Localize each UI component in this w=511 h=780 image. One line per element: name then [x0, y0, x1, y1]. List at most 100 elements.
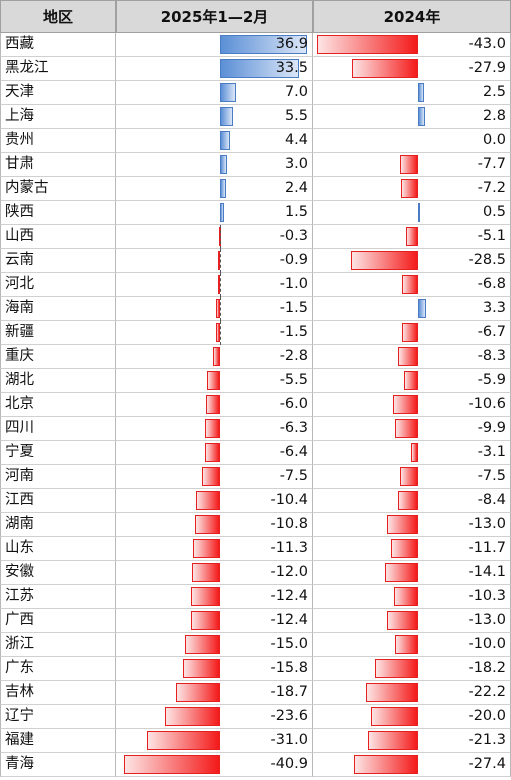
negative-bar	[394, 419, 418, 438]
value-cell-2024: -3.1	[313, 441, 511, 465]
value-label: -10.3	[468, 588, 506, 604]
value-label: -8.4	[477, 492, 506, 508]
negative-bar	[365, 683, 418, 702]
value-cell-2024: -10.6	[313, 393, 511, 417]
value-cell-2025: -23.6	[116, 705, 313, 729]
negative-bar	[353, 755, 418, 774]
region-label: 吉林	[0, 681, 116, 705]
table-row: 西藏 36.9 -43.0	[0, 33, 511, 57]
value-label: -12.4	[270, 588, 308, 604]
table-row: 宁夏 -6.4 -3.1	[0, 441, 511, 465]
value-label: 0.0	[482, 132, 506, 148]
value-label: 0.5	[482, 204, 506, 220]
negative-bar	[390, 539, 418, 558]
region-label: 广东	[0, 657, 116, 681]
value-label: -18.7	[270, 684, 308, 700]
table-row: 甘肃 3.0 -7.7	[0, 153, 511, 177]
value-label: -2.8	[279, 348, 308, 364]
negative-bar	[216, 299, 220, 318]
value-cell-2025: -15.8	[116, 657, 313, 681]
value-cell-2025: -18.7	[116, 681, 313, 705]
table-row: 四川 -6.3 -9.9	[0, 417, 511, 441]
negative-bar	[399, 155, 418, 174]
zero-axis	[220, 225, 221, 249]
value-label: -8.3	[477, 348, 506, 364]
negative-bar	[404, 371, 418, 390]
negative-bar	[184, 635, 220, 654]
value-cell-2024: 2.5	[313, 81, 511, 105]
value-cell-2025: -10.8	[116, 513, 313, 537]
value-label: -3.1	[477, 444, 506, 460]
table-row: 黑龙江 33.5 -27.9	[0, 57, 511, 81]
region-label: 浙江	[0, 633, 116, 657]
negative-bar	[387, 515, 418, 534]
value-cell-2024: 0.5	[313, 201, 511, 225]
region-label: 宁夏	[0, 441, 116, 465]
zero-axis	[220, 321, 221, 345]
value-label: -15.0	[270, 636, 308, 652]
value-label: -9.9	[477, 420, 506, 436]
negative-bar	[371, 707, 418, 726]
negative-bar	[204, 443, 220, 462]
value-cell-2024: -9.9	[313, 417, 511, 441]
region-label: 甘肃	[0, 153, 116, 177]
positive-bar	[220, 83, 237, 102]
value-cell-2024: -6.8	[313, 273, 511, 297]
positive-bar	[418, 107, 425, 126]
negative-bar	[402, 323, 418, 342]
region-label: 重庆	[0, 345, 116, 369]
positive-bar	[418, 299, 426, 318]
value-label: -5.1	[477, 228, 506, 244]
region-label: 贵州	[0, 129, 116, 153]
table-row: 贵州 4.4 0.0	[0, 129, 511, 153]
value-cell-2024: -20.0	[313, 705, 511, 729]
value-cell-2025: 7.0	[116, 81, 313, 105]
value-label: -1.0	[279, 276, 308, 292]
region-label: 广西	[0, 609, 116, 633]
zero-axis	[220, 249, 221, 273]
value-cell-2024: -21.3	[313, 729, 511, 753]
value-label: -6.8	[477, 276, 506, 292]
value-label: -31.0	[270, 732, 308, 748]
positive-bar	[220, 107, 233, 126]
value-cell-2024: 2.8	[313, 105, 511, 129]
negative-bar	[213, 347, 220, 366]
value-label: -27.9	[468, 60, 506, 76]
table-row: 吉林 -18.7 -22.2	[0, 681, 511, 705]
value-label: 33.5	[275, 60, 308, 76]
region-label: 湖南	[0, 513, 116, 537]
header-2024: 2024年	[313, 0, 511, 33]
positive-bar	[220, 155, 228, 174]
value-cell-2025: -31.0	[116, 729, 313, 753]
value-label: -28.5	[468, 252, 506, 268]
region-label: 江苏	[0, 585, 116, 609]
negative-bar	[191, 563, 220, 582]
value-cell-2024: -7.2	[313, 177, 511, 201]
header-2025: 2025年1—2月	[116, 0, 313, 33]
region-label: 黑龙江	[0, 57, 116, 81]
value-cell-2024: -27.9	[313, 57, 511, 81]
value-label: -7.5	[279, 468, 308, 484]
positive-bar	[220, 179, 226, 198]
negative-bar	[216, 323, 220, 342]
negative-bar	[367, 731, 418, 750]
region-label: 安徽	[0, 561, 116, 585]
positive-bar	[418, 203, 420, 222]
negative-bar	[393, 587, 418, 606]
region-label: 江西	[0, 489, 116, 513]
value-cell-2024: -43.0	[313, 33, 511, 57]
value-cell-2025: -2.8	[116, 345, 313, 369]
region-label: 青海	[0, 753, 116, 777]
value-label: -40.9	[270, 756, 308, 772]
value-label: -6.0	[279, 396, 308, 412]
value-label: -1.5	[279, 324, 308, 340]
value-cell-2025: -0.3	[116, 225, 313, 249]
negative-bar	[387, 611, 418, 630]
negative-bar	[393, 395, 418, 414]
region-label: 河北	[0, 273, 116, 297]
value-cell-2025: -1.0	[116, 273, 313, 297]
negative-bar	[164, 707, 220, 726]
header-region: 地区	[0, 0, 116, 33]
negative-bar	[190, 611, 220, 630]
